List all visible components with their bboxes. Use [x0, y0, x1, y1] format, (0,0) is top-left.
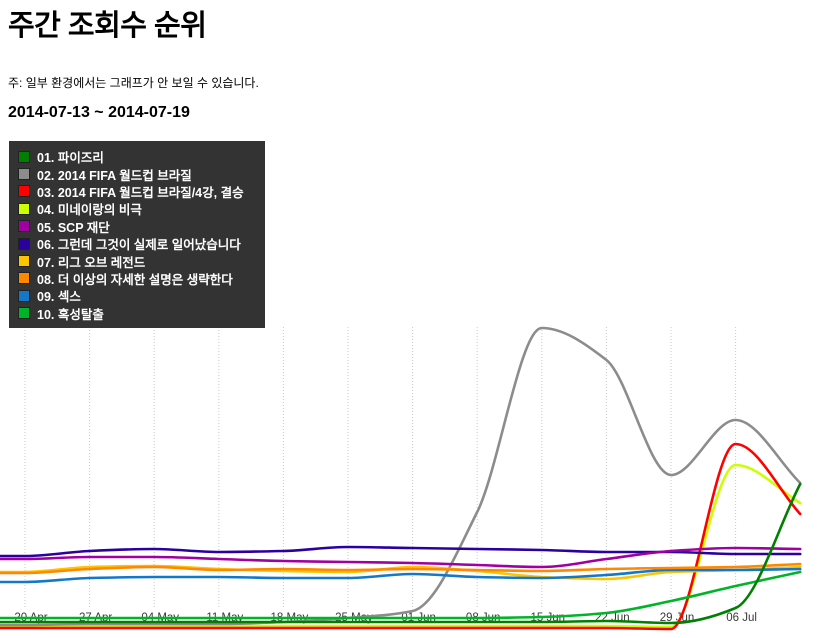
- legend-swatch: [18, 185, 30, 198]
- legend-swatch: [18, 220, 30, 233]
- legend-item-label: 05. SCP 재단: [37, 220, 110, 235]
- legend-swatch: [18, 289, 30, 302]
- legend-item-label: 07. 리그 오브 레전드: [37, 255, 146, 270]
- legend-item-label: 04. 미네이랑의 비극: [37, 203, 142, 218]
- date-range: 2014-07-13 ~ 2014-07-19: [8, 104, 190, 121]
- series-line-04: [0, 463, 802, 629]
- legend-item: 08. 더 이상의 자세한 설명은 생략한다: [9, 270, 265, 287]
- legend-item-label: 08. 더 이상의 자세한 설명은 생략한다: [37, 272, 233, 287]
- series-line-05: [0, 546, 802, 569]
- legend-swatch: [18, 168, 30, 181]
- legend-item: 01. 파이즈리: [9, 148, 265, 165]
- legend-item: 04. 미네이랑의 비극: [9, 200, 265, 217]
- chart-legend: 01. 파이즈리 02. 2014 FIFA 월드컵 브라질 03. 2014 FI…: [9, 141, 265, 328]
- legend-item: 03. 2014 FIFA 월드컵 브라질/4강, 결승: [9, 183, 265, 200]
- legend-item: 09. 섹스: [9, 287, 265, 304]
- legend-swatch: [18, 202, 30, 215]
- legend-swatch: [18, 307, 30, 320]
- series-line-01: [0, 482, 802, 625]
- render-note: 주: 일부 환경에서는 그래프가 안 보일 수 있습니다.: [8, 76, 259, 90]
- legend-swatch: [18, 255, 30, 268]
- series-line-02: [0, 326, 802, 627]
- series-line-10: [0, 570, 802, 620]
- series-line-09: [0, 567, 802, 584]
- legend-swatch: [18, 237, 30, 250]
- weekly-views-chart: 20 Apr 27 Apr 04 May 11 May 18 May 25 May 01 J…: [0, 326, 802, 631]
- legend-item-label: 01. 파이즈리: [37, 151, 104, 166]
- series-line-08: [0, 562, 802, 575]
- legend-item-label: 09. 섹스: [37, 290, 81, 305]
- legend-swatch: [18, 272, 30, 285]
- legend-item: 06. 그런데 그것이 실제로 일어났습니다: [9, 235, 265, 252]
- legend-item-label: 10. 혹성탈출: [37, 307, 104, 322]
- series-line-03: [0, 442, 802, 631]
- legend-item: 02. 2014 FIFA 월드컵 브라질: [9, 165, 265, 183]
- legend-item-label: 03. 2014 FIFA 월드컵 브라질/4강, 결승: [37, 185, 244, 200]
- x-axis-label: 06 Jul: [726, 612, 757, 624]
- legend-item: 10. 혹성탈출: [9, 305, 265, 322]
- page-title: 주간 조회수 순위: [8, 10, 207, 42]
- legend-item: 05. SCP 재단: [9, 218, 265, 235]
- legend-item: 07. 리그 오브 레전드: [9, 252, 265, 270]
- legend-item-label: 06. 그런데 그것이 실제로 일어났습니다: [37, 238, 241, 253]
- legend-item-label: 02. 2014 FIFA 월드컵 브라질: [37, 168, 192, 183]
- legend-swatch: [18, 150, 30, 163]
